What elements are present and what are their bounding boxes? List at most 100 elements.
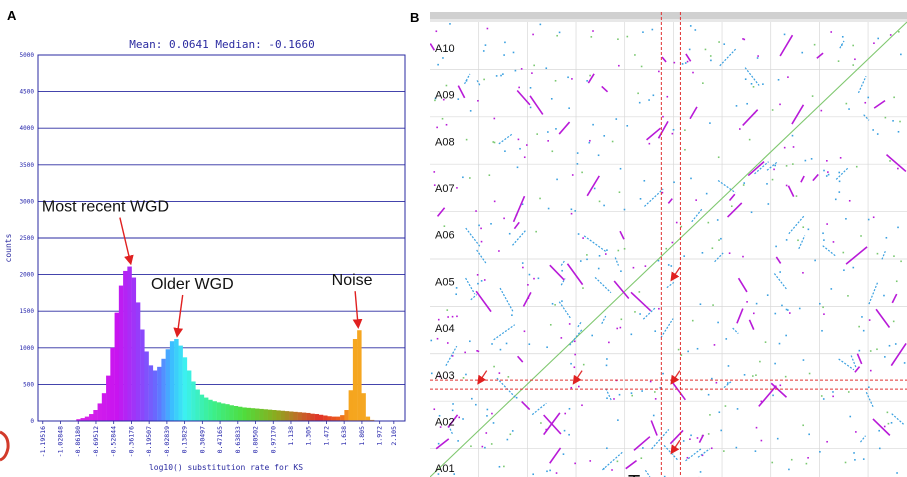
dot — [568, 407, 571, 410]
dot — [709, 55, 712, 57]
synteny-segment — [742, 109, 759, 126]
dot — [492, 141, 495, 143]
annotation-label: Most recent WGD — [42, 199, 169, 216]
synteny-segment — [891, 413, 904, 425]
dot — [430, 372, 433, 375]
chromosome-label: A03 — [435, 370, 455, 382]
dot — [823, 313, 825, 315]
dot — [436, 126, 438, 129]
dot — [588, 141, 591, 144]
dot — [855, 431, 857, 433]
dot — [860, 235, 862, 237]
synteny-segment — [669, 429, 684, 445]
dot — [802, 359, 805, 361]
synteny-segment — [744, 67, 760, 86]
histogram-bar — [80, 418, 86, 421]
dot — [586, 254, 588, 256]
dot — [689, 25, 692, 27]
dot — [631, 394, 633, 397]
synteny-segment — [845, 246, 868, 265]
dot — [762, 83, 764, 85]
dot — [847, 391, 850, 393]
dot — [491, 343, 493, 345]
dot — [649, 380, 652, 383]
histogram-bar — [323, 415, 328, 421]
dot — [528, 273, 531, 276]
dot — [842, 251, 845, 254]
synteny-segment — [775, 256, 782, 264]
dot — [458, 416, 461, 419]
dot — [717, 156, 720, 159]
dot — [772, 394, 774, 397]
dot — [807, 456, 809, 459]
dot — [477, 350, 480, 353]
dot — [451, 315, 454, 318]
dot — [493, 117, 496, 120]
y-axis-label: counts — [4, 233, 13, 262]
dot — [826, 160, 828, 162]
dot — [603, 204, 605, 207]
dot — [802, 424, 804, 427]
dot — [785, 165, 788, 167]
dot — [626, 35, 629, 38]
histogram-bar — [276, 410, 281, 421]
histogram-bar — [89, 414, 94, 421]
dot — [888, 344, 891, 347]
dot — [808, 372, 811, 375]
chromosome-label: A09 — [435, 90, 455, 102]
synteny-segment — [651, 429, 670, 450]
dot — [522, 266, 524, 269]
dot — [568, 323, 571, 325]
dot — [837, 60, 840, 62]
dot — [845, 217, 847, 220]
dot — [630, 333, 633, 336]
dot — [437, 473, 440, 475]
dot — [437, 318, 440, 321]
dot — [707, 221, 710, 224]
chromosome-label: A07 — [435, 183, 455, 195]
histogram-bar — [195, 389, 200, 421]
dot — [785, 334, 787, 337]
histogram-bar — [314, 414, 320, 421]
dot — [898, 30, 900, 33]
dot — [713, 344, 716, 346]
dot — [642, 447, 644, 449]
dot — [606, 447, 608, 450]
dot — [834, 198, 837, 201]
histogram-bar — [361, 393, 366, 421]
dot — [617, 419, 619, 421]
dot — [748, 138, 751, 141]
dot — [616, 460, 619, 463]
dot — [437, 442, 440, 445]
dot — [663, 475, 666, 477]
dot — [687, 350, 689, 353]
synteny-segment — [754, 161, 769, 175]
dot — [630, 392, 633, 394]
dot — [639, 313, 641, 315]
y-tick-label: 3000 — [20, 198, 35, 205]
dot — [699, 471, 702, 473]
synteny-segment — [625, 459, 638, 470]
x-tick-label: 1.305 — [305, 426, 313, 446]
dot — [582, 287, 584, 289]
dot — [760, 400, 763, 403]
histogram-bar — [135, 302, 141, 421]
dot — [434, 97, 437, 100]
annotation-label: Older WGD — [151, 276, 234, 293]
dot — [455, 287, 458, 289]
x-tick-label: 1.472 — [322, 426, 330, 446]
x-tick-label: 0.97170 — [269, 426, 277, 453]
dot — [532, 33, 534, 36]
dot — [547, 207, 550, 210]
dot — [684, 62, 687, 64]
x-tick-label: 0.30497 — [198, 426, 206, 453]
dot — [570, 212, 573, 215]
dot — [581, 404, 583, 407]
synteny-segment — [660, 318, 674, 338]
dot — [486, 408, 489, 411]
synteny-segment — [667, 198, 673, 204]
dot — [712, 304, 714, 306]
dot — [897, 130, 900, 133]
dot — [861, 316, 863, 318]
